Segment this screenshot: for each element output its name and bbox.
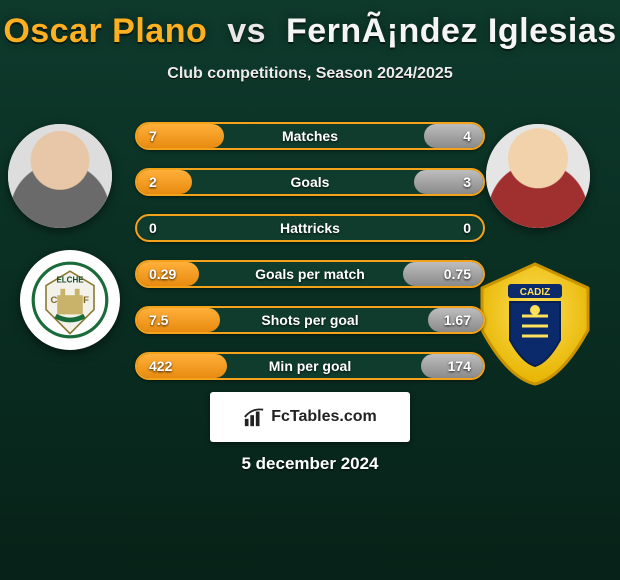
fctables-logo-icon	[243, 406, 265, 428]
stat-value-right: 0	[463, 220, 471, 236]
stat-row: 0 Hattricks 0	[135, 214, 485, 242]
stat-row: 7.5 Shots per goal 1.67	[135, 306, 485, 334]
stat-value-left: 7.5	[149, 312, 168, 328]
stat-fill-right	[414, 170, 483, 194]
title-vs: vs	[227, 12, 266, 50]
svg-text:C: C	[51, 295, 58, 306]
stat-row: 422 Min per goal 174	[135, 352, 485, 380]
stat-value-left: 2	[149, 174, 157, 190]
player2-avatar	[486, 124, 590, 228]
stat-value-left: 422	[149, 358, 172, 374]
stat-fill-left	[137, 170, 192, 194]
stats-rows: 7 Matches 4 2 Goals 3 0 Hattricks 0	[135, 122, 485, 398]
stat-value-left: 7	[149, 128, 157, 144]
title-player2: FernÃ¡ndez Iglesias	[286, 12, 617, 50]
stat-label: Matches	[282, 128, 338, 144]
stat-value-left: 0	[149, 220, 157, 236]
page-title: Oscar Plano vs FernÃ¡ndez Iglesias	[0, 0, 620, 51]
stat-fill-right	[424, 124, 483, 148]
player1-club-crest: ELCHE C F	[20, 250, 120, 350]
stat-value-right: 1.67	[444, 312, 471, 328]
avatar-placeholder-icon	[8, 124, 112, 228]
svg-text:ELCHE: ELCHE	[56, 275, 84, 284]
stat-label: Goals	[291, 174, 330, 190]
player2-club-crest: CADIZ	[470, 258, 600, 388]
stat-value-right: 3	[463, 174, 471, 190]
date-text: 5 december 2024	[0, 454, 620, 474]
stat-row: 7 Matches 4	[135, 122, 485, 150]
stat-value-left: 0.29	[149, 266, 176, 282]
stat-row: 0.29 Goals per match 0.75	[135, 260, 485, 288]
cadiz-crest-icon: CADIZ	[470, 258, 600, 388]
avatar-placeholder-icon	[486, 124, 590, 228]
stat-label: Hattricks	[280, 220, 340, 236]
brand-badge[interactable]: FcTables.com	[210, 392, 410, 442]
stat-row: 2 Goals 3	[135, 168, 485, 196]
subtitle: Club competitions, Season 2024/2025	[0, 65, 620, 83]
stat-label: Min per goal	[269, 358, 351, 374]
title-player1: Oscar Plano	[3, 12, 207, 50]
stat-value-right: 174	[448, 358, 471, 374]
stat-label: Shots per goal	[261, 312, 358, 328]
comparison-card: Oscar Plano vs FernÃ¡ndez Iglesias Club …	[0, 0, 620, 580]
stage: ELCHE C F CADIZ	[0, 108, 620, 580]
svg-text:CADIZ: CADIZ	[520, 287, 551, 298]
brand-text: FcTables.com	[271, 408, 377, 426]
elche-crest-icon: ELCHE C F	[30, 260, 110, 340]
stat-value-right: 0.75	[444, 266, 471, 282]
svg-text:F: F	[83, 295, 89, 306]
stat-value-right: 4	[463, 128, 471, 144]
stat-label: Goals per match	[255, 266, 365, 282]
player1-avatar	[8, 124, 112, 228]
